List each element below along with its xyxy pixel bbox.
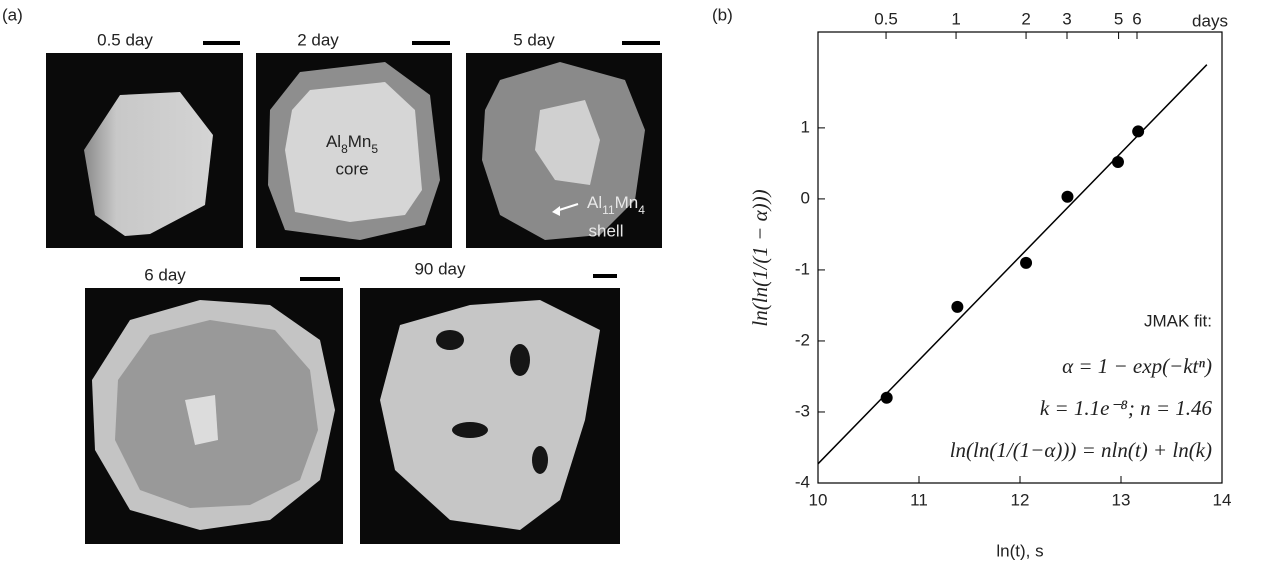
image-title: 2 day — [297, 30, 339, 49]
phase-label: Al11Mn4 — [587, 193, 645, 217]
text: Mn — [615, 193, 639, 212]
micrograph — [360, 274, 620, 544]
subscript: 8 — [341, 142, 348, 156]
x2-tick-label: 1 — [951, 9, 960, 28]
x-tick-label: 11 — [910, 490, 928, 509]
data-point — [951, 300, 964, 313]
annotation: ln(ln(1/(1−α))) = nln(t) + ln(k) — [950, 438, 1212, 462]
data-point — [880, 391, 893, 404]
image-title: 90 day — [414, 259, 466, 278]
data-point — [1061, 190, 1074, 203]
y-tick-label: -2 — [795, 330, 810, 349]
x2-tick-label: 0.5 — [874, 9, 898, 28]
subscript: 11 — [602, 203, 615, 217]
panel-label: (a) — [2, 5, 23, 24]
image-title: 0.5 day — [97, 30, 153, 49]
y-tick-label: -4 — [795, 472, 810, 491]
x2-tick-label: 2 — [1021, 9, 1030, 28]
subscript: 5 — [371, 142, 378, 156]
micrograph — [466, 41, 662, 248]
x-tick-label: 13 — [1112, 490, 1131, 509]
y-tick-label: -3 — [795, 401, 810, 420]
annotation: JMAK fit: — [1144, 311, 1212, 330]
annotation: α = 1 − exp(−ktⁿ) — [1062, 354, 1212, 378]
micrograph — [256, 41, 452, 248]
x2-tick-label: 3 — [1062, 9, 1071, 28]
y-tick-label: -1 — [795, 259, 810, 278]
x-axis-label: ln(t), s — [996, 541, 1043, 560]
text: Al — [326, 132, 341, 151]
x2-tick-label: 6 — [1132, 9, 1141, 28]
phase-label: Al8Mn5 — [326, 132, 378, 156]
annotation: k = 1.1e⁻⁸; n = 1.46 — [1040, 396, 1213, 420]
x-tick-label: 10 — [809, 490, 828, 509]
micrograph — [85, 277, 343, 544]
micrograph — [46, 41, 243, 248]
text: Al — [587, 193, 602, 212]
data-point — [1132, 125, 1145, 138]
y-axis-label: ln(ln(1/(1 − α))) — [748, 189, 772, 326]
panel-label: (b) — [712, 5, 733, 24]
x-tick-label: 14 — [1213, 490, 1232, 509]
phase-label: shell — [589, 221, 624, 240]
text: Mn — [348, 132, 372, 151]
x-tick-label: 12 — [1011, 490, 1030, 509]
y-tick-label: 0 — [801, 188, 810, 207]
data-point — [1020, 256, 1033, 269]
x2-axis-label: days — [1192, 11, 1228, 30]
phase-label: core — [335, 159, 368, 178]
image-title: 6 day — [144, 265, 186, 284]
y-tick-label: 1 — [801, 117, 810, 136]
x2-tick-label: 5 — [1114, 9, 1123, 28]
data-point — [1111, 155, 1124, 168]
image-title: 5 day — [513, 30, 555, 49]
subscript: 4 — [638, 203, 645, 217]
